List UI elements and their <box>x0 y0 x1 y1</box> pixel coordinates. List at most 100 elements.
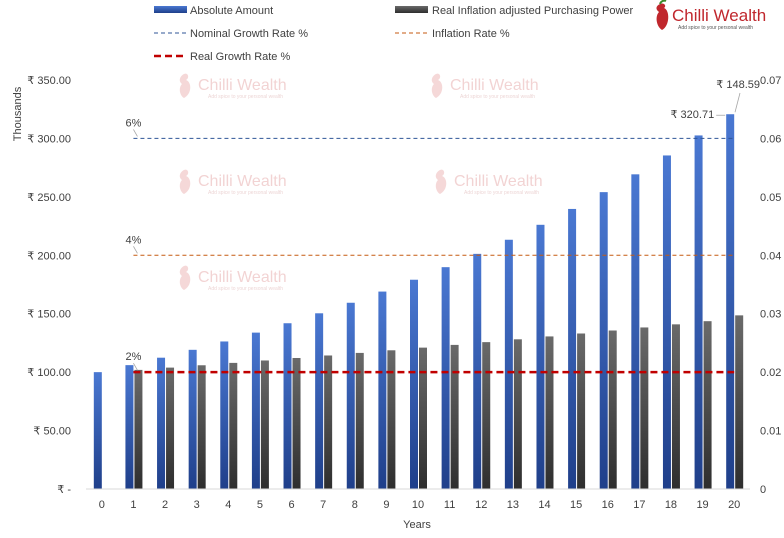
y-tick-label: ₹ 50.00 <box>33 426 71 438</box>
reference-line-label: 2% <box>125 351 141 363</box>
legend-label-inflation: Inflation Rate % <box>432 28 510 40</box>
bar-real-purchasing-power <box>513 339 522 489</box>
x-tick-label: 7 <box>320 499 326 511</box>
data-label-real-last: ₹ 148.59 <box>716 79 760 91</box>
y2-tick-label: 0.03 <box>760 309 781 321</box>
y2-tick-label: 0.05 <box>760 192 781 204</box>
x-tick-label: 10 <box>412 499 424 511</box>
bar-real-purchasing-power <box>324 355 333 489</box>
bar-real-purchasing-power <box>482 342 491 489</box>
x-tick-label: 15 <box>570 499 582 511</box>
watermark-logos <box>179 73 543 292</box>
bar-real-purchasing-power <box>735 315 744 489</box>
legend-label-real: Real Inflation adjusted Purchasing Power <box>432 5 634 17</box>
data-label-absolute-last: ₹ 320.71 <box>670 109 714 121</box>
bar-real-purchasing-power <box>292 357 301 489</box>
y2-tick-label: 0.06 <box>760 133 781 145</box>
bar-absolute-amount <box>157 357 166 489</box>
x-tick-label: 3 <box>194 499 200 511</box>
y-tick-label: ₹ 300.00 <box>27 133 71 145</box>
bar-real-purchasing-power <box>450 344 459 489</box>
y2-tick-label: 0.01 <box>760 426 781 438</box>
y-tick-label: ₹ 200.00 <box>27 250 71 262</box>
bar-absolute-amount <box>536 224 545 490</box>
y2-axis-ticks: 0 0.01 0.02 0.03 0.04 0.05 0.06 0.07 <box>760 75 781 496</box>
x-tick-label: 4 <box>225 499 231 511</box>
reference-label-leader <box>133 129 138 137</box>
reference-label-leader <box>133 362 138 371</box>
y-tick-label: ₹ 150.00 <box>27 309 71 321</box>
bar-real-purchasing-power <box>640 327 649 489</box>
chilli-icon <box>656 3 669 31</box>
bar-absolute-amount <box>599 192 608 489</box>
bars <box>93 114 744 490</box>
x-tick-label: 18 <box>665 499 677 511</box>
y2-tick-label: 0.02 <box>760 367 781 379</box>
x-tick-label: 0 <box>99 499 105 511</box>
bar-absolute-amount <box>378 291 387 489</box>
bar-absolute-amount <box>93 372 102 489</box>
bar-real-purchasing-power <box>703 321 712 489</box>
brand-name: Chilli Wealth <box>672 6 766 25</box>
reference-line-label: 4% <box>125 234 141 246</box>
bar-real-purchasing-power <box>387 350 396 489</box>
y-axis-title: Thousands <box>12 86 24 141</box>
x-tick-label: 1 <box>130 499 136 511</box>
reference-label-leader <box>133 246 138 254</box>
x-tick-label: 16 <box>602 499 614 511</box>
brand-tagline: Add spice to your personal wealth <box>678 25 753 31</box>
reference-line-label: 6% <box>125 117 141 129</box>
bar-absolute-amount <box>315 313 324 489</box>
legend-swatch-real <box>395 6 428 13</box>
x-tick-label: 12 <box>475 499 487 511</box>
bar-real-purchasing-power <box>229 362 238 489</box>
bar-absolute-amount <box>568 208 577 489</box>
bar-absolute-amount <box>220 341 229 489</box>
bar-real-purchasing-power <box>608 330 617 489</box>
bar-absolute-amount <box>251 332 260 489</box>
bar-absolute-amount <box>726 114 735 490</box>
bar-absolute-amount <box>346 302 355 489</box>
legend-label-absolute: Absolute Amount <box>190 5 273 17</box>
legend: Absolute Amount Real Inflation adjusted … <box>154 5 634 63</box>
bar-absolute-amount <box>283 323 292 489</box>
x-tick-label: 2 <box>162 499 168 511</box>
bar-absolute-amount <box>662 155 671 489</box>
reference-lines: 6% 4% 2% <box>125 117 735 374</box>
x-tick-label: 8 <box>352 499 358 511</box>
legend-label-real-growth: Real Growth Rate % <box>190 51 290 63</box>
x-tick-label: 20 <box>728 499 740 511</box>
bar-absolute-amount <box>441 267 450 489</box>
y-tick-label: ₹ 350.00 <box>27 75 71 87</box>
x-tick-label: 5 <box>257 499 263 511</box>
x-tick-label: 14 <box>538 499 550 511</box>
x-tick-label: 13 <box>507 499 519 511</box>
legend-swatch-absolute <box>154 6 187 13</box>
y2-tick-label: 0 <box>760 484 766 496</box>
y-tick-label: ₹ - <box>57 484 71 496</box>
bar-real-purchasing-power <box>355 352 364 489</box>
bar-real-purchasing-power <box>260 360 269 489</box>
bar-real-purchasing-power <box>671 324 680 489</box>
bar-absolute-amount <box>188 349 197 489</box>
data-label-leader <box>734 92 741 113</box>
bar-absolute-amount <box>410 279 418 489</box>
y2-tick-label: 0.04 <box>760 250 781 262</box>
bar-absolute-amount <box>504 239 513 489</box>
brand-logo: Chilli Wealth Add spice to your personal… <box>656 0 766 31</box>
legend-label-nominal: Nominal Growth Rate % <box>190 28 308 40</box>
y-tick-label: ₹ 100.00 <box>27 367 71 379</box>
x-axis-title: Years <box>403 519 431 531</box>
bar-real-purchasing-power <box>166 367 175 489</box>
bar-real-purchasing-power <box>419 347 427 489</box>
y2-tick-label: 0.07 <box>760 75 781 87</box>
bar-real-purchasing-power <box>545 336 554 489</box>
bar-real-purchasing-power <box>577 333 586 489</box>
x-tick-label: 6 <box>288 499 294 511</box>
bar-real-purchasing-power <box>134 369 143 489</box>
y-axis-ticks: ₹ - ₹ 50.00 ₹ 100.00 ₹ 150.00 ₹ 200.00 ₹ 250.… <box>27 75 71 496</box>
x-axis-ticks: 0 1 2 3 4 5 6 7 8 9 10 11 12 13 14 15 16 17 18 19 20 <box>99 499 741 511</box>
data-labels: ₹ 320.71 ₹ 148.59 <box>670 79 760 121</box>
bar-absolute-amount <box>694 135 703 490</box>
